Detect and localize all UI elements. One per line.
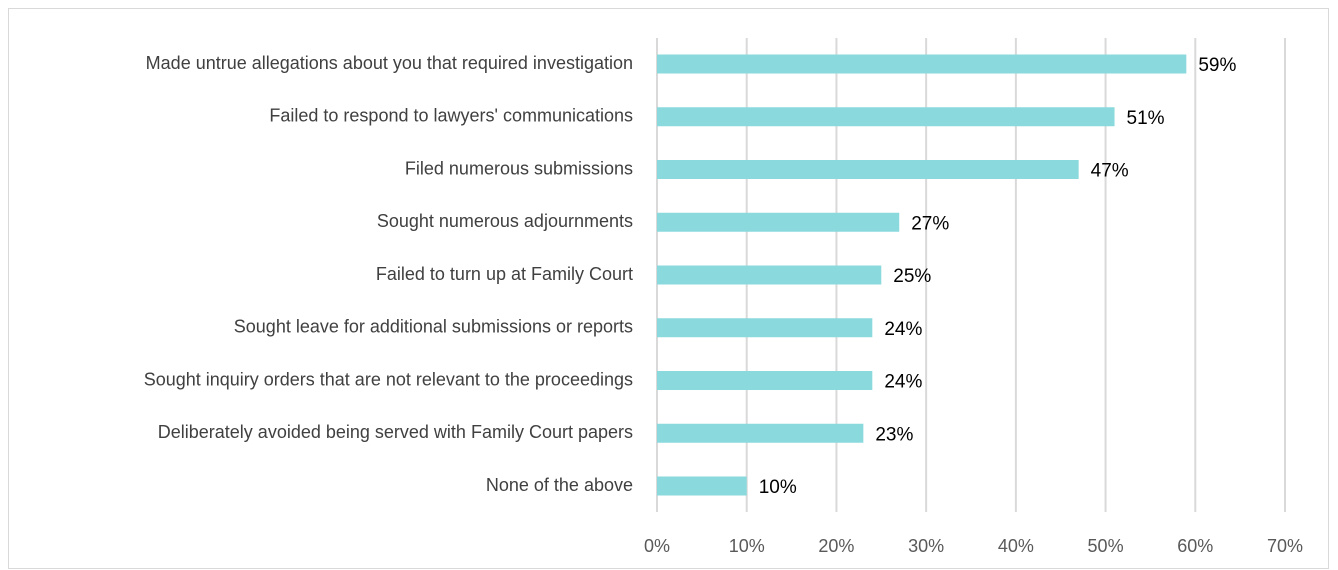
y-tick-label: Made untrue allegations about you that r… [146, 53, 633, 73]
bar [657, 371, 873, 390]
bar [657, 265, 882, 285]
chart-frame [8, 8, 1329, 569]
x-tick-label: 70% [1267, 536, 1303, 556]
data-label: 24% [884, 319, 922, 340]
data-label: 23% [875, 424, 913, 445]
bar [657, 107, 1115, 127]
x-tick-label: 40% [998, 536, 1034, 556]
bar [657, 54, 1187, 74]
x-tick-label: 30% [908, 536, 944, 556]
data-label: 27% [911, 213, 949, 234]
y-tick-label: Failed to respond to lawyers' communicat… [269, 106, 633, 126]
y-tick-label: Sought leave for additional submissions … [234, 317, 633, 337]
data-label: 10% [759, 477, 797, 498]
y-tick-label: Failed to turn up at Family Court [376, 264, 633, 284]
x-tick-label: 60% [1177, 536, 1213, 556]
data-label: 51% [1127, 108, 1165, 129]
data-label: 47% [1091, 161, 1129, 182]
data-label: 24% [884, 372, 922, 393]
data-label: 59% [1198, 55, 1236, 76]
data-label: 25% [893, 266, 931, 287]
x-tick-label: 50% [1088, 536, 1124, 556]
bar [657, 423, 864, 443]
bar [657, 476, 747, 496]
x-tick-label: 10% [729, 536, 765, 556]
bar [657, 212, 900, 232]
x-tick-label: 0% [644, 536, 670, 556]
y-tick-label: Sought numerous adjournments [377, 211, 633, 231]
y-tick-label: Sought inquiry orders that are not relev… [144, 369, 633, 389]
bar [657, 318, 873, 338]
y-tick-label: Filed numerous submissions [405, 158, 633, 178]
x-tick-label: 20% [818, 536, 854, 556]
bar [657, 160, 1079, 179]
y-tick-label: Deliberately avoided being served with F… [158, 422, 633, 442]
y-tick-label: None of the above [486, 475, 633, 495]
